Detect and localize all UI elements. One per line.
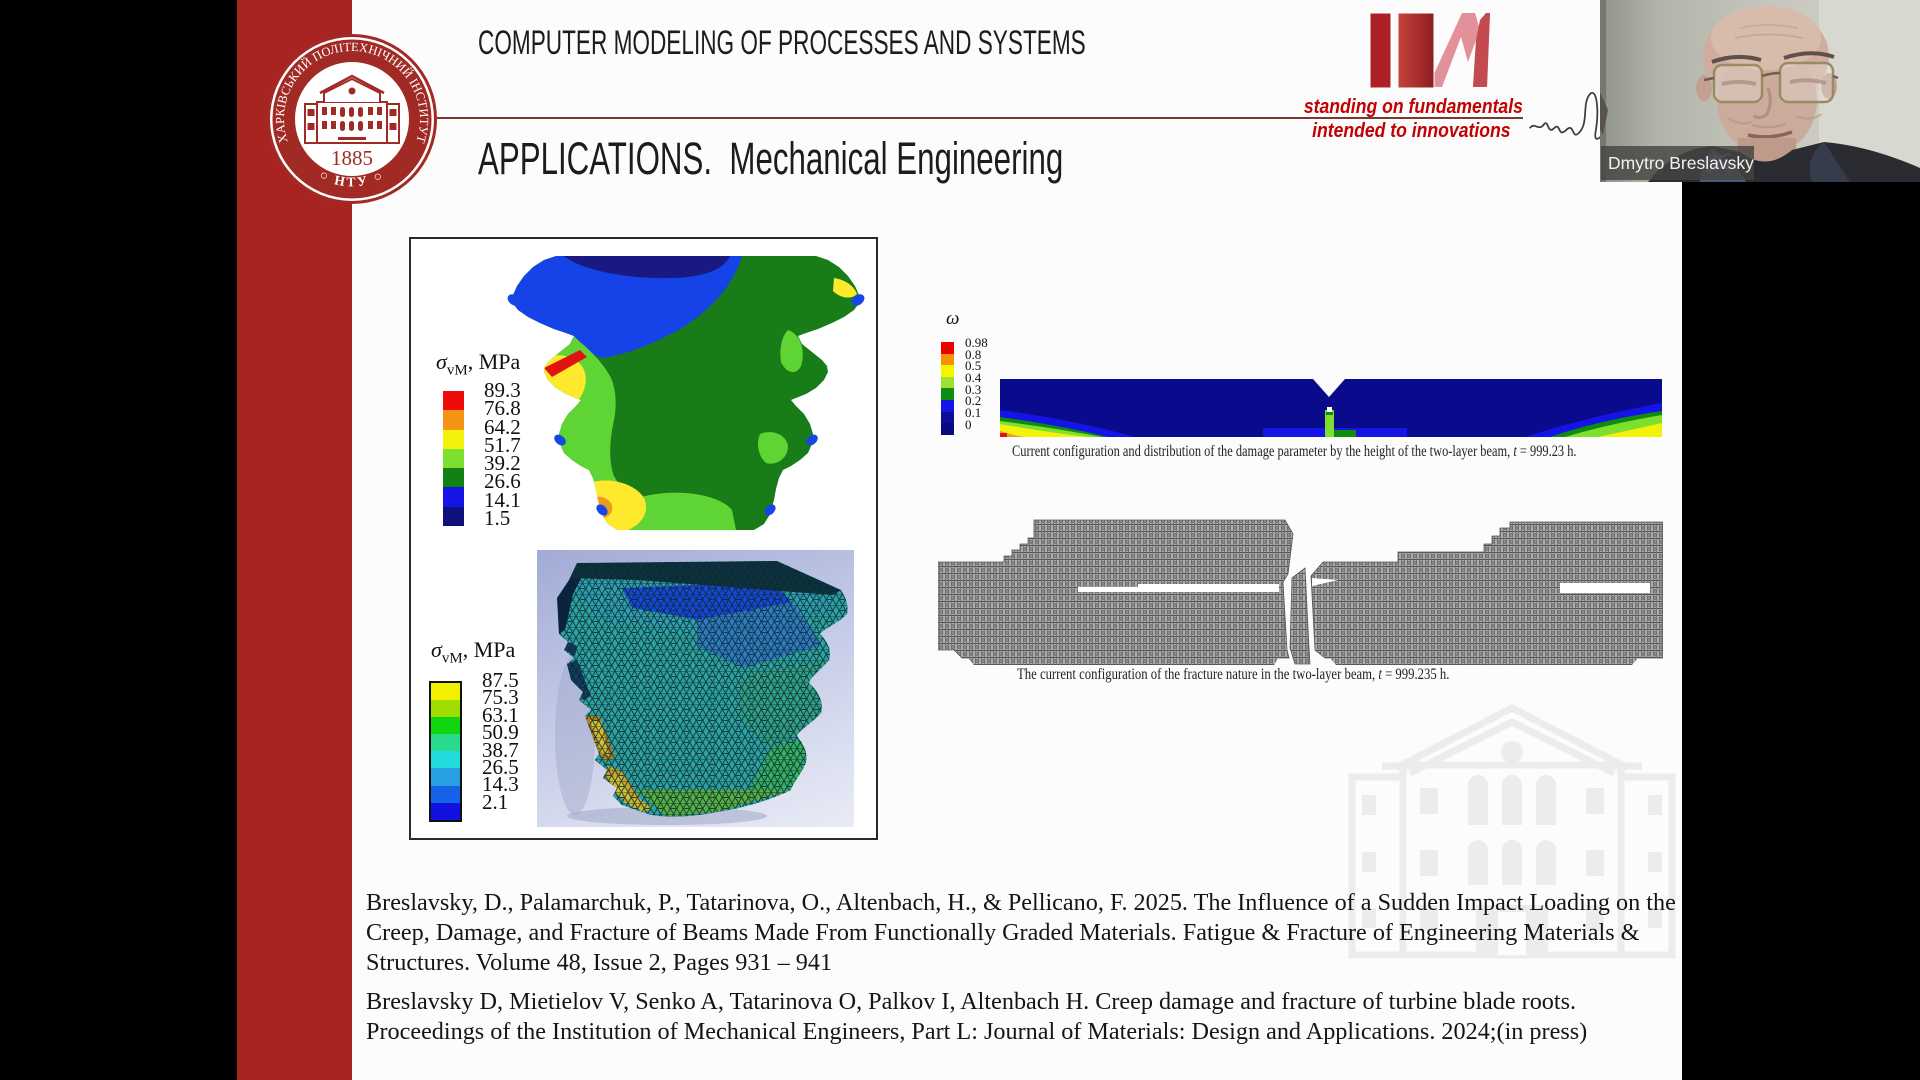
svg-text:1885: 1885 — [331, 146, 373, 170]
svg-text:○ НТУ ○: ○ НТУ ○ — [317, 167, 387, 190]
